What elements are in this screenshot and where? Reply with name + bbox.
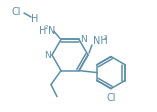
Text: N: N: [48, 26, 55, 36]
Text: H: H: [39, 26, 46, 36]
Text: N: N: [80, 35, 87, 44]
Text: Cl: Cl: [106, 93, 116, 103]
Text: NH: NH: [93, 36, 108, 46]
Text: Cl: Cl: [12, 7, 22, 17]
Text: N: N: [44, 51, 51, 59]
Text: ₂: ₂: [44, 22, 48, 31]
Text: ₂: ₂: [104, 32, 107, 41]
Text: H: H: [31, 14, 38, 24]
